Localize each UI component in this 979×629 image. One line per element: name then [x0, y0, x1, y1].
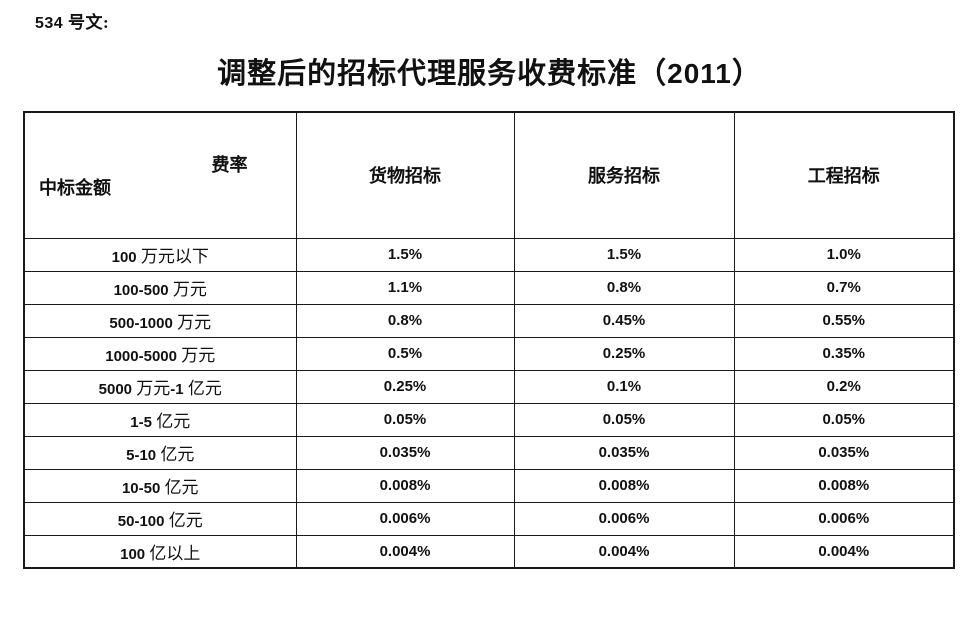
diagonal-corner-cell: 费率 中标金额: [23, 111, 297, 239]
corner-label-fee-rate: 费率: [211, 155, 248, 175]
rate-value-engineering: 1.0%: [733, 237, 955, 272]
header-row: 费率 中标金额 货物招标 服务招标 工程招标: [23, 111, 955, 239]
rate-value-engineering: 0.2%: [733, 369, 955, 404]
row-label-amount-tier: 50-100 亿元: [23, 501, 297, 536]
row-label-amount-tier: 100 万元以下: [23, 237, 297, 272]
table-row: 50-100 亿元 0.006% 0.006% 0.006%: [23, 501, 955, 536]
rate-value-engineering: 0.55%: [733, 303, 955, 338]
rate-value-service: 0.25%: [513, 336, 735, 371]
table-row: 1000-5000 万元 0.5% 0.25% 0.35%: [23, 336, 955, 371]
rate-value-goods: 0.8%: [295, 303, 515, 338]
rate-value-goods: 0.25%: [295, 369, 515, 404]
rate-value-goods: 0.004%: [295, 534, 515, 569]
fee-table-body: 100 万元以下 1.5% 1.5% 1.0% 100-500 万元 1.1% …: [23, 237, 955, 569]
rate-value-service: 0.008%: [513, 468, 735, 503]
column-header-service-bidding: 服务招标: [513, 111, 735, 239]
page-title: 调整后的招标代理服务收费标准（2011）: [217, 58, 762, 90]
row-label-amount-tier: 1-5 亿元: [23, 402, 297, 437]
table-row: 500-1000 万元 0.8% 0.45% 0.55%: [23, 303, 955, 338]
rate-value-service: 0.8%: [513, 270, 735, 305]
row-label-amount-tier: 100 亿以上: [23, 534, 297, 569]
table-row: 5-10 亿元 0.035% 0.035% 0.035%: [23, 435, 955, 470]
rate-value-engineering: 0.05%: [733, 402, 955, 437]
table-row: 1-5 亿元 0.05% 0.05% 0.05%: [23, 402, 955, 437]
table-row: 100 亿以上 0.004% 0.004% 0.004%: [23, 534, 955, 569]
rate-value-goods: 0.008%: [295, 468, 515, 503]
rate-value-engineering: 0.008%: [733, 468, 955, 503]
rate-value-goods: 0.035%: [295, 435, 515, 470]
rate-value-engineering: 0.35%: [733, 336, 955, 371]
rate-value-engineering: 0.7%: [733, 270, 955, 305]
table-row: 5000 万元-1 亿元 0.25% 0.1% 0.2%: [23, 369, 955, 404]
row-label-amount-tier: 1000-5000 万元: [23, 336, 297, 371]
table-row: 100-500 万元 1.1% 0.8% 0.7%: [23, 270, 955, 305]
rate-value-goods: 1.1%: [295, 270, 515, 305]
row-label-amount-tier: 500-1000 万元: [23, 303, 297, 338]
rate-value-engineering: 0.035%: [733, 435, 955, 470]
table-row: 100 万元以下 1.5% 1.5% 1.0%: [23, 237, 955, 272]
rate-value-service: 0.004%: [513, 534, 735, 569]
rate-value-goods: 0.006%: [295, 501, 515, 536]
rate-value-goods: 1.5%: [295, 237, 515, 272]
fee-rate-table: 费率 中标金额 货物招标 服务招标 工程招标 100 万元以下 1.5% 1.5…: [23, 111, 955, 569]
row-label-amount-tier: 5-10 亿元: [23, 435, 297, 470]
column-header-goods-bidding: 货物招标: [295, 111, 515, 239]
rate-value-engineering: 0.006%: [733, 501, 955, 536]
rate-value-goods: 0.5%: [295, 336, 515, 371]
rate-value-service: 0.006%: [513, 501, 735, 536]
row-label-amount-tier: 10-50 亿元: [23, 468, 297, 503]
rate-value-service: 1.5%: [513, 237, 735, 272]
table-row: 10-50 亿元 0.008% 0.008% 0.008%: [23, 468, 955, 503]
rate-value-service: 0.45%: [513, 303, 735, 338]
row-label-amount-tier: 5000 万元-1 亿元: [23, 369, 297, 404]
row-label-amount-tier: 100-500 万元: [23, 270, 297, 305]
column-header-engineering-bidding: 工程招标: [733, 111, 955, 239]
rate-value-goods: 0.05%: [295, 402, 515, 437]
rate-value-service: 0.05%: [513, 402, 735, 437]
fee-table-header: 费率 中标金额 货物招标 服务招标 工程招标: [23, 111, 955, 239]
corner-label-bid-amount: 中标金额: [39, 177, 111, 198]
rate-value-service: 0.035%: [513, 435, 735, 470]
doc-reference-number: 534 号文:: [35, 13, 110, 32]
rate-value-engineering: 0.004%: [733, 534, 955, 569]
rate-value-service: 0.1%: [513, 369, 735, 404]
